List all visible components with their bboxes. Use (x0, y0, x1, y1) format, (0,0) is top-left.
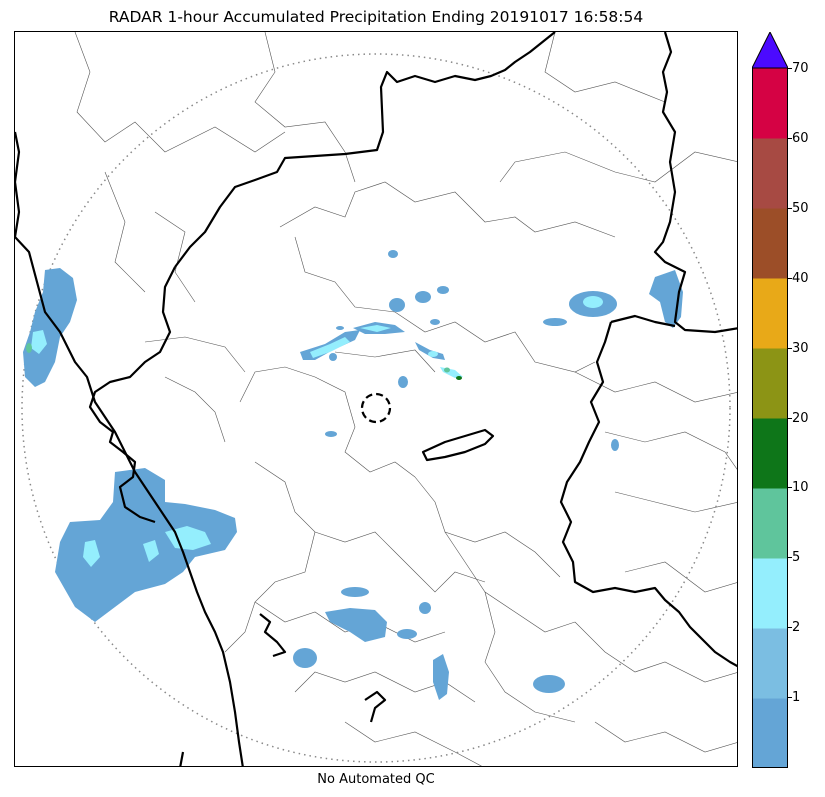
qc-caption: No Automated QC (317, 772, 435, 787)
precipitation-colorbar (752, 32, 788, 768)
colorbar-segments (752, 68, 788, 768)
precip-ne-3 (543, 318, 567, 326)
precip-ne-2 (649, 270, 683, 328)
precipitation-areas (23, 250, 683, 700)
precip-south-7 (533, 675, 565, 693)
colorbar-tick-70: 70 (792, 61, 809, 76)
precip-central-10 (611, 439, 619, 451)
colorbar-border (752, 67, 788, 768)
colorbar-segment-8 (752, 208, 788, 279)
colorbar-tick-1: 1 (792, 690, 801, 705)
colorbar-tick-2: 2 (792, 620, 801, 635)
colorbar-tick-5: 5 (792, 550, 801, 565)
radar-map-canvas (15, 32, 737, 766)
state-boundaries (15, 32, 737, 766)
colorbar-segment-6 (752, 348, 788, 419)
precip-central-3 (437, 286, 449, 294)
colorbar-tick-50: 50 (792, 201, 809, 216)
colorbar-tick-30: 30 (792, 341, 809, 356)
colorbar-tick-40: 40 (792, 271, 809, 286)
precip-southwest-core-a (83, 540, 100, 567)
precip-south-1 (325, 608, 387, 642)
range-ring (21, 53, 731, 763)
precip-west-coast (23, 268, 77, 387)
precip-band-3 (415, 342, 445, 360)
colorbar-tick-10: 10 (792, 480, 809, 495)
colorbar-segment-5 (752, 418, 788, 489)
precip-central-5 (430, 319, 440, 325)
district-boundaries (74, 32, 737, 766)
precip-east-heavy (444, 367, 450, 373)
precip-south-6 (433, 654, 449, 700)
precip-ne-1-core (583, 296, 603, 308)
precip-south-3 (293, 648, 317, 668)
precip-central-1 (389, 298, 405, 312)
colorbar-segment-1 (752, 698, 788, 768)
colorbar-segment-3 (752, 558, 788, 629)
radar-site-marker (360, 392, 392, 424)
precip-east-strong (456, 376, 462, 380)
colorbar-segment-9 (752, 138, 788, 209)
precip-band-2-core (360, 325, 391, 332)
precip-south-2 (341, 587, 369, 597)
precip-south-4 (419, 602, 431, 614)
colorbar-extend-arrow (752, 32, 788, 69)
colorbar-segment-10 (752, 68, 788, 139)
precip-central-4 (388, 250, 398, 258)
precip-west-coast-heavy (26, 343, 32, 353)
radar-map (14, 31, 738, 767)
precip-southwest-core-b (165, 526, 211, 550)
precip-central-8 (325, 431, 337, 437)
chart-title: RADAR 1-hour Accumulated Precipitation E… (108, 8, 644, 26)
precip-central-7 (398, 376, 408, 388)
colorbar-tick-60: 60 (792, 131, 809, 146)
precip-south-5 (397, 629, 417, 639)
colorbar-segment-2 (752, 628, 788, 699)
colorbar-segment-7 (752, 278, 788, 349)
precip-southwest-core-c (143, 540, 159, 562)
precip-central-2 (415, 291, 431, 303)
precip-band-3-core (428, 351, 438, 357)
precip-west-coast-core (31, 330, 47, 354)
precip-central-6 (329, 353, 337, 361)
colorbar-segment-4 (752, 488, 788, 559)
precip-band-1-core (310, 337, 350, 358)
colorbar-tick-20: 20 (792, 411, 809, 426)
precip-central-9 (336, 326, 344, 330)
